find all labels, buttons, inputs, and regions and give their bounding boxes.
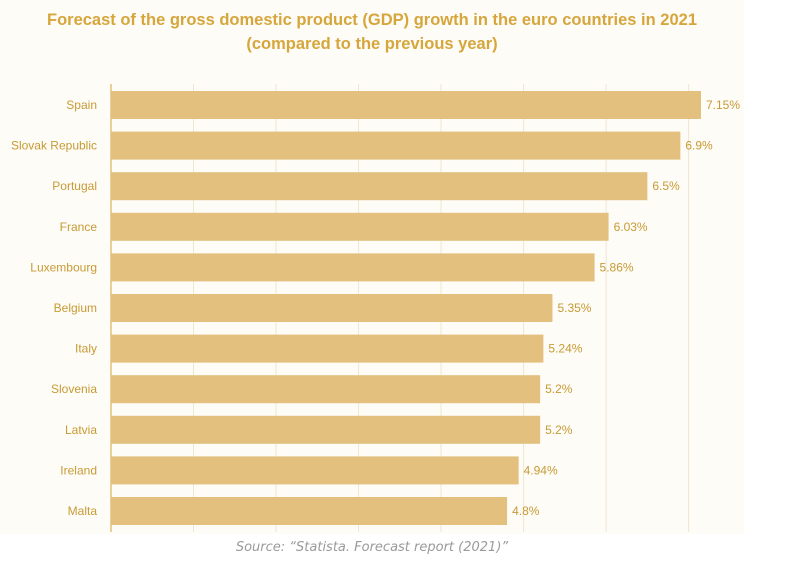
chart-subtitle: (compared to the previous year) bbox=[246, 35, 498, 53]
value-labels: 7.15% 6.9% 6.5% 6.03% 5.86% 5.35% 5.24% 5.2% 5.2… bbox=[512, 98, 740, 518]
value-label: 4.8% bbox=[512, 504, 540, 518]
category-label: Latvia bbox=[65, 423, 97, 437]
category-label: Spain bbox=[66, 98, 97, 112]
chart-title-block: Forecast of the gross domestic product (… bbox=[0, 8, 744, 56]
bar-slovak-republic bbox=[111, 131, 681, 160]
category-label: Slovenia bbox=[51, 382, 97, 396]
value-label: 5.24% bbox=[548, 342, 582, 356]
category-label: Portugal bbox=[52, 179, 97, 193]
value-label: 4.94% bbox=[524, 463, 558, 477]
value-label: 7.15% bbox=[706, 98, 740, 112]
bar-italy bbox=[111, 334, 544, 363]
value-label: 5.2% bbox=[545, 382, 573, 396]
bar-ireland bbox=[111, 456, 519, 485]
chart-title: Forecast of the gross domestic product (… bbox=[46, 11, 697, 29]
bars bbox=[111, 91, 701, 525]
bar-malta bbox=[111, 497, 508, 525]
value-label: 5.35% bbox=[557, 301, 591, 315]
category-label: Slovak Republic bbox=[11, 139, 97, 153]
bar-portugal bbox=[111, 172, 648, 201]
category-label: Ireland bbox=[60, 463, 97, 477]
bar-luxembourg bbox=[111, 253, 595, 282]
category-label: Luxembourg bbox=[30, 260, 97, 274]
bar-spain bbox=[111, 91, 701, 119]
category-label: France bbox=[60, 220, 98, 234]
value-label: 5.2% bbox=[545, 423, 573, 437]
category-label: Malta bbox=[68, 504, 98, 518]
bar-belgium bbox=[111, 294, 553, 322]
value-label: 6.5% bbox=[652, 179, 680, 193]
category-label: Italy bbox=[75, 342, 97, 356]
value-label: 5.86% bbox=[600, 260, 634, 274]
category-label: Belgium bbox=[54, 301, 97, 315]
bar-slovenia bbox=[111, 375, 541, 404]
source-note: Source: “Statista. Forecast report (2021… bbox=[235, 540, 509, 555]
category-labels: Spain Slovak Republic Portugal France Luxemb… bbox=[11, 98, 97, 518]
bar-latvia bbox=[111, 415, 541, 444]
value-label: 6.9% bbox=[685, 139, 713, 153]
value-label: 6.03% bbox=[614, 220, 648, 234]
bar-france bbox=[111, 212, 609, 241]
